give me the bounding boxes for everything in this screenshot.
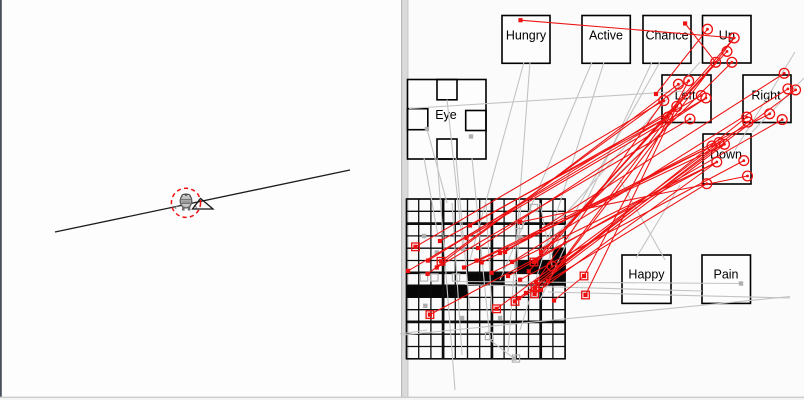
svg-text:Right: Right bbox=[751, 89, 781, 103]
svg-text:Hungry: Hungry bbox=[506, 29, 547, 43]
svg-text:Chance: Chance bbox=[645, 29, 688, 43]
svg-text:Happy: Happy bbox=[628, 268, 665, 282]
svg-text:Active: Active bbox=[589, 29, 623, 43]
svg-text:Up: Up bbox=[719, 29, 735, 43]
svg-text:Eye: Eye bbox=[435, 108, 457, 122]
svg-text:Pain: Pain bbox=[713, 268, 738, 282]
svg-text:Down: Down bbox=[710, 148, 742, 162]
